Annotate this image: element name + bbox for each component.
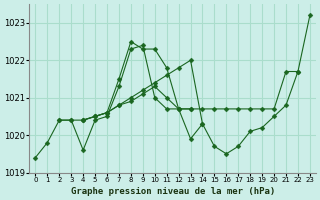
X-axis label: Graphe pression niveau de la mer (hPa): Graphe pression niveau de la mer (hPa) [70, 187, 275, 196]
